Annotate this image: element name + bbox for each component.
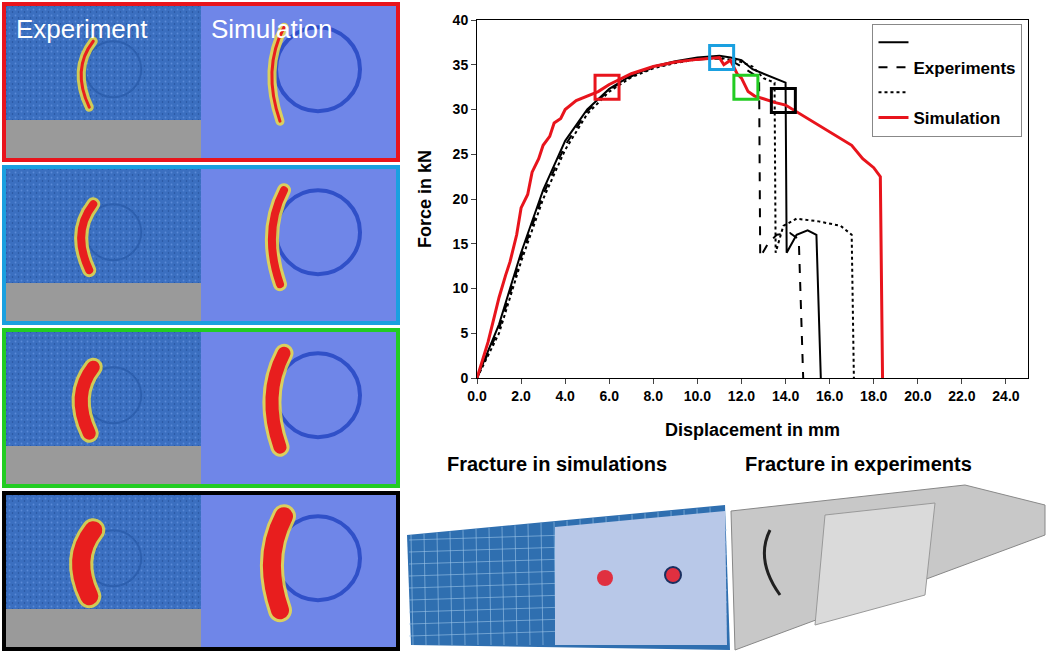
svg-text:12.0: 12.0	[728, 388, 755, 404]
svg-text:2.0: 2.0	[511, 388, 531, 404]
svg-text:40: 40	[453, 12, 469, 28]
svg-text:15: 15	[453, 236, 469, 252]
svg-text:Force in kN: Force in kN	[415, 150, 435, 248]
svg-text:Displacement in mm: Displacement in mm	[665, 420, 840, 440]
svg-text:0.0: 0.0	[467, 388, 487, 404]
svg-text:Simulation: Simulation	[913, 109, 1000, 128]
svg-text:8.0: 8.0	[644, 388, 664, 404]
svg-text:0: 0	[460, 370, 468, 386]
svg-text:10: 10	[453, 280, 469, 296]
svg-text:Simulation: Simulation	[211, 14, 332, 44]
svg-text:25: 25	[453, 146, 469, 162]
svg-text:10.0: 10.0	[684, 388, 711, 404]
svg-text:30: 30	[453, 101, 469, 117]
svg-text:6.0: 6.0	[600, 388, 620, 404]
svg-text:Experiment: Experiment	[16, 14, 148, 44]
svg-text:20.0: 20.0	[904, 388, 931, 404]
svg-text:5: 5	[460, 325, 468, 341]
svg-text:18.0: 18.0	[860, 388, 887, 404]
svg-text:14.0: 14.0	[772, 388, 799, 404]
svg-text:16.0: 16.0	[816, 388, 843, 404]
svg-text:35: 35	[453, 57, 469, 73]
svg-text:22.0: 22.0	[948, 388, 975, 404]
svg-text:Experiments: Experiments	[913, 59, 1015, 78]
svg-text:Fracture in simulations: Fracture in simulations	[447, 453, 667, 475]
svg-text:4.0: 4.0	[555, 388, 575, 404]
svg-text:24.0: 24.0	[992, 388, 1019, 404]
svg-text:20: 20	[453, 191, 469, 207]
svg-text:Fracture in experiments: Fracture in experiments	[745, 453, 972, 475]
